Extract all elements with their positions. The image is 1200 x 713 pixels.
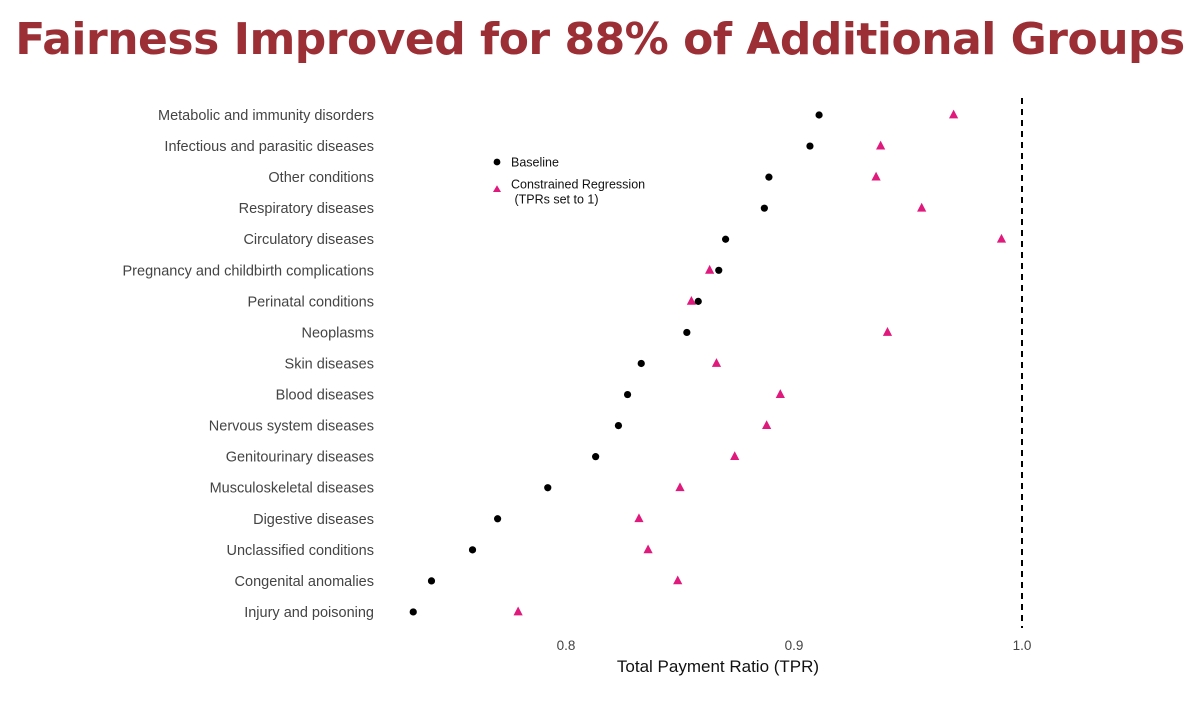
category-label: Other conditions <box>268 170 374 186</box>
category-label: Circulatory diseases <box>243 232 374 248</box>
legend-constrained-marker <box>493 185 501 192</box>
category-label: Nervous system diseases <box>209 419 374 435</box>
category-label: Skin diseases <box>285 356 374 372</box>
category-label: Genitourinary diseases <box>226 450 374 466</box>
x-axis-title: Total Payment Ratio (TPR) <box>617 657 819 676</box>
baseline-point <box>722 235 730 243</box>
legend-constrained-label: (TPRs set to 1) <box>511 193 599 207</box>
baseline-point <box>806 142 814 150</box>
baseline-point <box>694 297 702 305</box>
constrained-point <box>675 482 685 492</box>
baseline-point <box>765 173 773 181</box>
constrained-point <box>917 202 927 212</box>
x-tick-label: 1.0 <box>1013 638 1032 653</box>
category-label: Blood diseases <box>276 388 374 404</box>
category-label: Congenital anomalies <box>235 574 374 590</box>
legend: Baseline Constrained Regression (TPRs set… <box>493 156 645 207</box>
baseline-point <box>815 111 823 119</box>
x-axis-ticks: 0.8 0.9 1.0 <box>557 638 1032 653</box>
baseline-point <box>683 328 691 337</box>
category-label: Pregnancy and childbirth complications <box>123 263 374 279</box>
constrained-point <box>686 295 696 305</box>
constrained-point <box>996 233 1007 243</box>
constrained-point <box>711 358 722 367</box>
baseline-point <box>409 608 417 616</box>
constrained-point <box>643 544 653 554</box>
constrained-point <box>513 606 523 616</box>
data-points <box>409 109 1007 616</box>
baseline-point <box>544 484 552 492</box>
baseline-point <box>760 204 768 212</box>
category-labels: Metabolic and immunity disorders Infectio… <box>123 108 374 621</box>
baseline-point <box>592 453 600 461</box>
constrained-point <box>949 109 959 119</box>
category-label: Infectious and parasitic diseases <box>164 139 374 155</box>
category-label: Injury and poisoning <box>244 605 374 621</box>
category-label: Neoplasms <box>301 325 374 341</box>
x-tick-label: 0.8 <box>557 638 576 653</box>
category-label: Metabolic and immunity disorders <box>158 108 374 124</box>
baseline-point <box>494 515 502 523</box>
legend-baseline-label: Baseline <box>511 156 559 170</box>
category-label: Perinatal conditions <box>247 294 374 310</box>
constrained-point <box>882 327 893 336</box>
constrained-point <box>775 389 785 398</box>
constrained-point <box>871 171 881 181</box>
category-label: Musculoskeletal diseases <box>210 481 374 497</box>
constrained-point <box>876 140 886 150</box>
page-title: Fairness Improved for 88% of Additional … <box>15 14 1185 65</box>
category-label: Respiratory diseases <box>239 201 374 217</box>
constrained-point <box>762 420 772 429</box>
constrained-point <box>673 575 683 585</box>
baseline-point <box>427 577 436 585</box>
baseline-point <box>468 546 477 554</box>
baseline-point <box>637 359 645 368</box>
baseline-point <box>614 422 623 430</box>
baseline-point <box>715 266 723 274</box>
category-label: Unclassified conditions <box>227 543 375 559</box>
legend-baseline-marker <box>493 158 501 166</box>
constrained-point <box>634 513 644 523</box>
legend-constrained-label: Constrained Regression <box>511 178 645 192</box>
baseline-point <box>623 390 632 399</box>
x-tick-label: 0.9 <box>785 638 804 653</box>
category-label: Digestive diseases <box>253 512 374 528</box>
constrained-point <box>705 264 715 274</box>
constrained-point <box>730 451 740 461</box>
